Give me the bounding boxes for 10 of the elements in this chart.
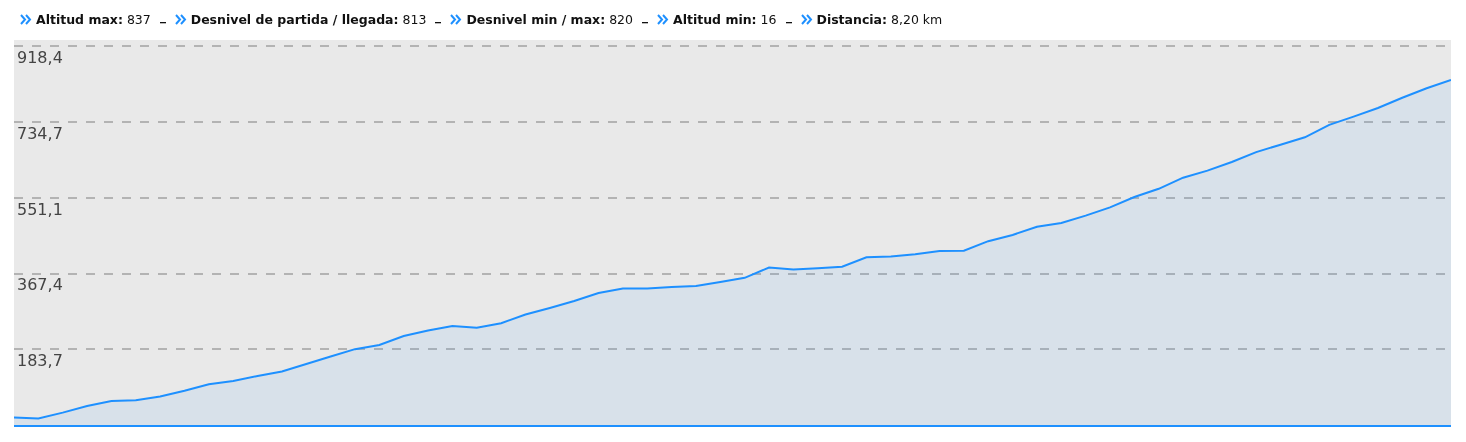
text: Altitud max: 837 — [36, 11, 151, 27]
y-tick-label: 183,7 — [17, 351, 63, 371]
text: Altitud min: 16 — [673, 11, 777, 27]
text: Distancia: 8,20 km — [816, 11, 943, 27]
y-tick-label: 918,4 — [17, 48, 63, 68]
y-tick-label: 734,7 — [17, 123, 63, 143]
y-tick-label: 367,4 — [17, 275, 63, 295]
text: Desnivel de partida / llegada: 813 — [190, 11, 427, 27]
text: Desnivel min / max: 820 — [466, 11, 633, 27]
y-tick-label: 551,1 — [17, 199, 63, 219]
